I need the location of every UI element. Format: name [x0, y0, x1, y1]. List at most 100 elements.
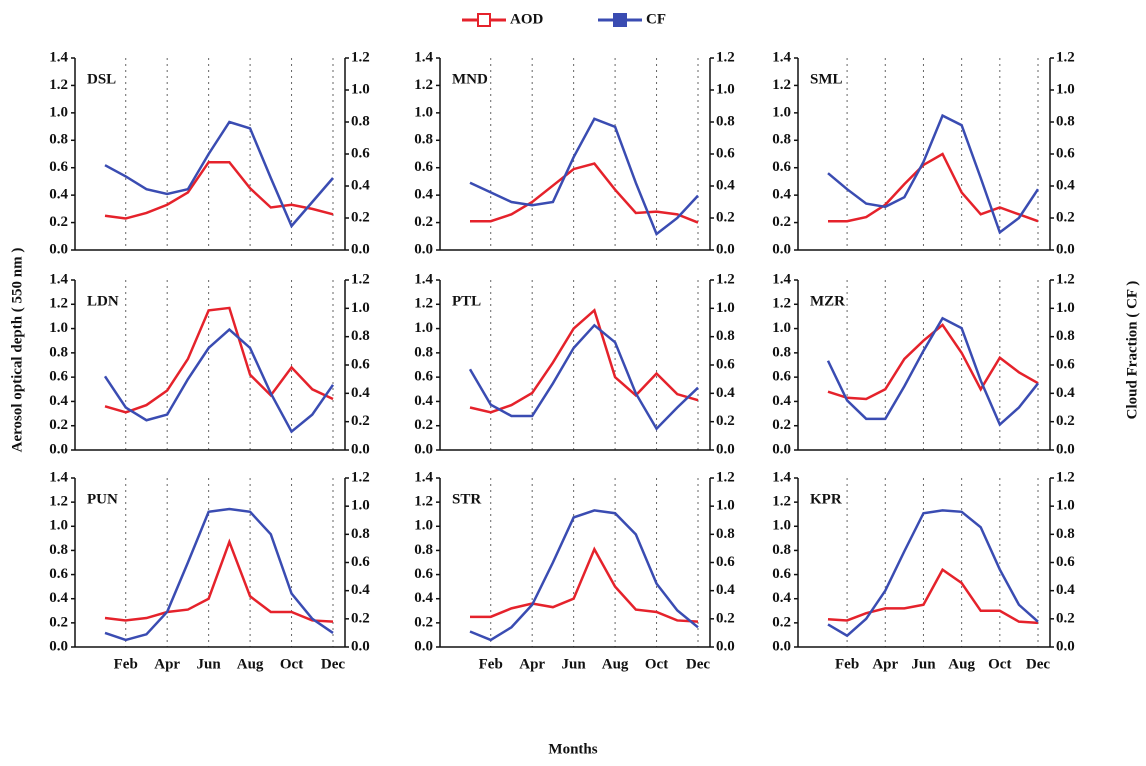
data-line — [826, 316, 1039, 427]
data-line — [469, 117, 699, 236]
panel-title: SML — [810, 71, 843, 87]
panel-title: KPR — [810, 491, 842, 507]
data-line — [104, 120, 334, 229]
data-line — [469, 509, 699, 642]
y2-tick-label: 1.2 — [351, 271, 370, 287]
y-tick-label: 0.8 — [49, 542, 68, 558]
y-tick-label: 0.0 — [772, 441, 791, 457]
x-tick-label: Jun — [197, 656, 222, 672]
y2-tick-label: 0.2 — [1056, 209, 1075, 225]
y-tick-label: 1.0 — [49, 320, 68, 336]
y2-tick-label: 0.4 — [1056, 582, 1075, 598]
y2-tick-label: 0.6 — [1056, 356, 1075, 372]
y2-tick-label: 0.0 — [716, 241, 735, 257]
y-tick-label: 0.8 — [414, 344, 433, 360]
y2-tick-label: 0.8 — [716, 526, 735, 542]
y-tick-label: 0.0 — [414, 638, 433, 654]
y-tick-label: 0.0 — [49, 441, 68, 457]
y2-tick-label: 0.2 — [716, 610, 735, 626]
y2-tick-label: 0.8 — [1056, 526, 1075, 542]
x-tick-label: Jun — [911, 656, 936, 672]
legend-marker — [477, 13, 491, 27]
y-tick-label: 1.0 — [772, 104, 791, 120]
x-tick-label: Feb — [114, 656, 138, 672]
y2-tick-label: 1.0 — [716, 300, 735, 316]
y-tick-label: 0.6 — [772, 566, 791, 582]
y-tick-label: 0.8 — [49, 132, 68, 148]
x-tick-label: Aug — [948, 656, 975, 672]
y2-tick-label: 1.2 — [1056, 271, 1075, 287]
y2-tick-label: 1.0 — [716, 81, 735, 97]
data-line — [104, 507, 334, 642]
y2-tick-label: 0.6 — [716, 356, 735, 372]
y-tick-label: 1.2 — [414, 494, 433, 510]
y2-tick-label: 0.2 — [1056, 413, 1075, 429]
y2-tick-label: 1.0 — [351, 81, 370, 97]
y-tick-label: 1.2 — [414, 296, 433, 312]
y-tick-label: 0.2 — [772, 614, 791, 630]
y2-tick-label: 1.2 — [351, 49, 370, 65]
y-tick-label: 0.8 — [772, 542, 791, 558]
x-tick-label: Apr — [154, 656, 180, 672]
data-line — [469, 308, 699, 414]
y-tick-label: 0.2 — [49, 214, 68, 230]
y-tick-label: 1.0 — [414, 104, 433, 120]
panel-title: MND — [452, 71, 488, 87]
y2-tick-label: 0.4 — [351, 582, 370, 598]
x-tick-label: Feb — [835, 656, 859, 672]
y2-tick-label: 0.2 — [716, 209, 735, 225]
data-line — [104, 160, 334, 220]
y-tick-label: 0.0 — [414, 441, 433, 457]
y2-tick-label: 0.6 — [716, 554, 735, 570]
y2-tick-label: 1.0 — [351, 300, 370, 316]
y2-tick-label: 0.6 — [1056, 145, 1075, 161]
y2-tick-label: 0.0 — [1056, 241, 1075, 257]
y-tick-label: 0.6 — [49, 566, 68, 582]
y2-tick-label: 0.8 — [1056, 113, 1075, 129]
y2-tick-label: 1.0 — [351, 498, 370, 514]
y2-tick-label: 1.2 — [716, 49, 735, 65]
y-tick-label: 0.6 — [49, 369, 68, 385]
x-tick-label: Oct — [645, 656, 668, 672]
y2-tick-label: 0.8 — [716, 328, 735, 344]
y2-tick-label: 0.2 — [716, 413, 735, 429]
y-tick-label: 1.2 — [414, 77, 433, 93]
y2-tick-label: 1.2 — [1056, 49, 1075, 65]
y2-tick-label: 0.4 — [1056, 385, 1075, 401]
y-tick-label: 0.6 — [414, 369, 433, 385]
data-line — [827, 113, 1040, 235]
y2-tick-label: 0.0 — [716, 638, 735, 654]
y-tick-label: 0.6 — [772, 369, 791, 385]
y-tick-label: 1.4 — [772, 469, 791, 485]
y-tick-label: 0.2 — [414, 614, 433, 630]
x-tick-label: Dec — [1026, 656, 1050, 672]
y2-tick-label: 0.0 — [716, 441, 735, 457]
y-tick-label: 0.8 — [414, 542, 433, 558]
panel-title: DSL — [87, 71, 116, 87]
y2-tick-label: 0.0 — [1056, 638, 1075, 654]
y-tick-label: 0.4 — [772, 590, 791, 606]
y2-axis-title: Cloud Fraction ( CF ) — [1124, 281, 1140, 420]
y2-tick-label: 0.4 — [716, 177, 735, 193]
y-tick-label: 0.4 — [49, 393, 68, 409]
y2-tick-label: 0.0 — [1056, 441, 1075, 457]
y2-tick-label: 0.0 — [351, 441, 370, 457]
y2-tick-label: 1.0 — [1056, 498, 1075, 514]
y2-tick-label: 0.2 — [351, 209, 370, 225]
y-tick-label: 1.4 — [414, 49, 433, 65]
y-tick-label: 0.6 — [414, 566, 433, 582]
y2-tick-label: 0.8 — [351, 328, 370, 344]
x-tick-label: Dec — [686, 656, 710, 672]
y-axis-title: Aerosol optical depth ( 550 nm ) — [9, 248, 25, 453]
x-tick-label: Feb — [479, 656, 503, 672]
y2-tick-label: 0.4 — [351, 385, 370, 401]
y2-tick-label: 0.6 — [351, 554, 370, 570]
legend-label: CF — [646, 11, 666, 27]
y2-tick-label: 1.2 — [351, 469, 370, 485]
x-axis-title: Months — [548, 741, 597, 757]
y-tick-label: 0.8 — [49, 344, 68, 360]
y-tick-label: 0.8 — [772, 344, 791, 360]
y-tick-label: 1.4 — [49, 271, 68, 287]
x-tick-label: Jun — [562, 656, 587, 672]
